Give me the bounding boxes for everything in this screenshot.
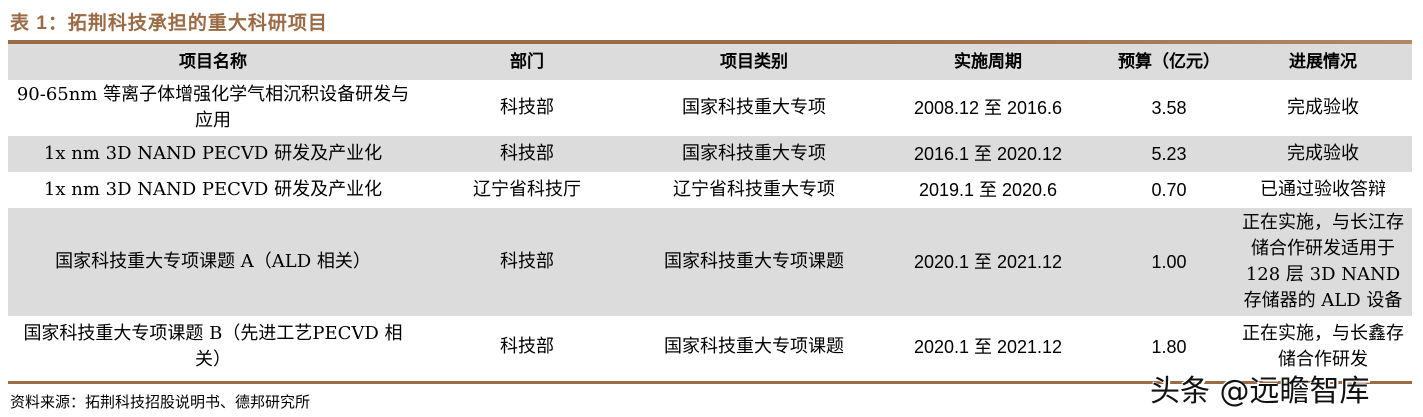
cell-text: 科技部 [500,143,554,164]
table-header-row: 项目名称 部门 项目类别 实施周期 预算（亿元） 进展情况 [8,44,1412,81]
header-cell: 部门 [510,52,544,72]
table-cell: 5.23 [1104,134,1234,173]
table-cell: 国家科技重大专项课题 [636,316,872,376]
table-row: 90-65nm 等离子体增强化学气相沉积设备研发与应用 科技部 国家科技重大专项 20… [8,80,1412,135]
table-cell: 正在实施，与长鑫存储合作研发 [1234,316,1412,376]
header-cell: 实施周期 [954,52,1022,72]
table-cell: 0.70 [1104,172,1234,207]
table-cell: 2020.1 至 2021.12 [872,206,1104,317]
table-cell: 科技部 [418,80,636,135]
cell-text: 科技部 [500,336,554,357]
cell-text: 国家科技重大专项课题 B（先进工艺PECVD 相关） [23,323,403,370]
table-cell: 已通过验收答辩 [1234,172,1412,207]
cell-text: 正在实施，与长江存储合作研发适用于128 层 3D NAND 存储器的 ALD … [1242,212,1404,311]
table-cell: 1x nm 3D NAND PECVD 研发及产业化 [8,172,418,207]
table-cell: 2016.1 至 2020.12 [872,134,1104,173]
cell-text: 1.00 [1151,252,1187,272]
cell-text: 2008.12 至 2016.6 [913,98,1063,118]
table-cell: 1x nm 3D NAND PECVD 研发及产业化 [8,134,418,173]
table-cell: 2020.1 至 2021.12 [872,316,1104,376]
bottom-rule [8,381,1412,384]
cell-text: 90-65nm 等离子体增强化学气相沉积设备研发与应用 [16,84,410,131]
cell-text: 国家科技重大专项 [682,97,826,118]
projects-table: 项目名称 部门 项目类别 实施周期 预算（亿元） 进展情况 90-65nm 等离… [8,44,1412,376]
cell-text: 正在实施，与长鑫存储合作研发 [1242,323,1404,370]
table-cell: 科技部 [418,316,636,376]
table-row: 国家科技重大专项课题 B（先进工艺PECVD 相关） 科技部 国家科技重大专项课题 2… [8,316,1412,376]
table-cell: 国家科技重大专项课题 B（先进工艺PECVD 相关） [8,316,418,376]
source-note: 资料来源：拓荆科技招股说明书、德邦研究所 [10,393,311,411]
cell-text: 完成验收 [1287,143,1359,164]
cell-text: 3.58 [1151,98,1187,118]
cell-text: 国家科技重大专项课题 [664,336,844,357]
cell-text: 科技部 [500,251,554,272]
table-cell: 辽宁省科技重大专项 [636,172,872,207]
table-cell: 国家科技重大专项 [636,134,872,173]
cell-text: 2019.1 至 2020.6 [918,180,1058,200]
table-cell: 科技部 [418,206,636,317]
table-cell: 1.80 [1104,316,1234,376]
watermark: 头条 @远瞻智库 [1150,374,1370,409]
cell-text: 国家科技重大专项 [682,143,826,164]
table-cell: 1.00 [1104,206,1234,317]
table-cell: 国家科技重大专项课题 A（ALD 相关） [8,206,418,317]
table-cell: 国家科技重大专项 [636,80,872,135]
cell-text: 5.23 [1151,144,1187,164]
table-cell: 3.58 [1104,80,1234,135]
cell-text: 2020.1 至 2021.12 [913,337,1063,357]
table-row: 国家科技重大专项课题 A（ALD 相关） 科技部 国家科技重大专项课题 2020.1 … [8,206,1412,317]
cell-text: 辽宁省科技厅 [473,179,581,200]
cell-text: 1.80 [1151,337,1187,357]
table-cell: 2008.12 至 2016.6 [872,80,1104,135]
table-cell: 国家科技重大专项课题 [636,206,872,317]
table-row: 1x nm 3D NAND PECVD 研发及产业化 科技部 国家科技重大专项 201… [8,134,1412,173]
top-rule [8,40,1412,44]
table-cell: 科技部 [418,134,636,173]
cell-text: 科技部 [500,97,554,118]
header-cell: 进展情况 [1289,52,1357,72]
cell-text: 1x nm 3D NAND PECVD 研发及产业化 [43,143,383,164]
table-cell: 2019.1 至 2020.6 [872,172,1104,207]
header-cell: 项目类别 [720,52,788,72]
cell-text: 已通过验收答辩 [1260,179,1386,200]
table-cell: 完成验收 [1234,134,1412,173]
cell-text: 国家科技重大专项课题 A（ALD 相关） [55,251,371,272]
cell-text: 完成验收 [1287,97,1359,118]
table-cell: 正在实施，与长江存储合作研发适用于128 层 3D NAND 存储器的 ALD … [1234,206,1412,317]
header-cell: 预算（亿元） [1118,52,1220,72]
table-cell: 辽宁省科技厅 [418,172,636,207]
table-cell: 90-65nm 等离子体增强化学气相沉积设备研发与应用 [8,80,418,135]
table-cell: 完成验收 [1234,80,1412,135]
cell-text: 国家科技重大专项课题 [664,251,844,272]
header-cell: 项目名称 [179,52,247,72]
cell-text: 辽宁省科技重大专项 [673,179,835,200]
table-title: 表 1：拓荆科技承担的重大科研项目 [10,13,328,34]
cell-text: 2016.1 至 2020.12 [913,144,1063,164]
table-row: 1x nm 3D NAND PECVD 研发及产业化 辽宁省科技厅 辽宁省科技重大专… [8,172,1412,207]
cell-text: 2020.1 至 2021.12 [913,252,1063,272]
cell-text: 0.70 [1151,180,1187,200]
cell-text: 1x nm 3D NAND PECVD 研发及产业化 [43,179,383,200]
